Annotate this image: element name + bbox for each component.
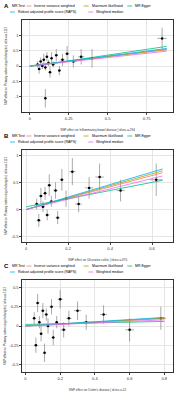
svg-text:Weighted median: Weighted median: [96, 140, 123, 144]
svg-text:MR Test: MR Test: [12, 264, 25, 268]
svg-text:SNP effect on Primary sclerosi: SNP effect on Primary sclerosing cholang…: [3, 286, 7, 365]
svg-text:MR Egger: MR Egger: [135, 134, 152, 138]
svg-text:SNP effect on Ulcerative colit: SNP effect on Ulcerative colitis | id:ie…: [68, 258, 128, 262]
svg-text:A: A: [4, 3, 9, 9]
svg-text:Inverse variance weighted: Inverse variance weighted: [34, 264, 75, 268]
svg-text:SNP effect on Primary sclerosi: SNP effect on Primary sclerosing cholang…: [4, 26, 8, 105]
svg-text:Robust adjusted profile score: Robust adjusted profile score (RAPS): [18, 270, 76, 274]
svg-text:-1: -1: [15, 94, 19, 99]
svg-text:0.5: 0.5: [13, 48, 19, 53]
svg-text:0: 0: [16, 207, 19, 212]
svg-text:Maximum likelihood: Maximum likelihood: [92, 4, 123, 8]
svg-text:0: 0: [25, 246, 28, 251]
svg-text:Inverse variance weighted: Inverse variance weighted: [34, 4, 75, 8]
svg-text:-0.5: -0.5: [12, 79, 20, 84]
svg-text:Robust adjusted profile score: Robust adjusted profile score (RAPS): [18, 10, 76, 14]
svg-text:MR Test: MR Test: [12, 4, 25, 8]
svg-text:Weighted median: Weighted median: [96, 270, 123, 274]
svg-text:Weighted median: Weighted median: [96, 10, 123, 14]
svg-text:MR Test: MR Test: [12, 134, 25, 138]
svg-text:0: 0: [24, 376, 27, 381]
svg-text:SNP effect on Inflammatory bow: SNP effect on Inflammatory bowel disease…: [60, 128, 135, 132]
svg-text:0.25: 0.25: [65, 116, 74, 121]
svg-text:MR Egger: MR Egger: [135, 264, 152, 268]
svg-text:B: B: [4, 133, 9, 139]
svg-text:0.4: 0.4: [107, 246, 113, 251]
svg-text:0.2: 0.2: [57, 376, 63, 381]
svg-text:0.5: 0.5: [105, 116, 111, 121]
svg-text:0: 0: [16, 63, 19, 68]
svg-text:1: 1: [16, 153, 19, 158]
svg-text:0.6: 0.6: [149, 246, 155, 251]
svg-text:-0.25: -0.25: [9, 343, 19, 348]
svg-text:Inverse variance weighted: Inverse variance weighted: [34, 134, 75, 138]
svg-text:Robust adjusted profile score: Robust adjusted profile score (RAPS): [18, 140, 76, 144]
svg-text:Maximum likelihood: Maximum likelihood: [92, 134, 123, 138]
svg-text:0: 0: [16, 323, 19, 328]
svg-text:SNP effect on Primary sclerosi: SNP effect on Primary sclerosing cholang…: [4, 156, 8, 235]
svg-text:Maximum likelihood: Maximum likelihood: [92, 264, 123, 268]
svg-text:0.6: 0.6: [127, 376, 133, 381]
svg-text:0.2: 0.2: [65, 246, 71, 251]
svg-text:0.4: 0.4: [92, 376, 98, 381]
svg-text:1: 1: [16, 33, 19, 38]
svg-text:0.25: 0.25: [11, 304, 20, 309]
svg-text:-0.5: -0.5: [12, 362, 20, 367]
svg-text:SNP effect on Crohn's disease: SNP effect on Crohn's disease | id:ieu-a…: [69, 388, 127, 392]
svg-text:0.8: 0.8: [162, 376, 168, 381]
svg-text:0.5: 0.5: [13, 180, 19, 185]
svg-text:-0.5: -0.5: [12, 234, 20, 239]
svg-text:0.5: 0.5: [13, 285, 19, 290]
svg-text:0.75: 0.75: [143, 116, 152, 121]
svg-text:C: C: [4, 263, 9, 269]
svg-text:MR Egger: MR Egger: [135, 4, 152, 8]
svg-text:0: 0: [29, 116, 32, 121]
